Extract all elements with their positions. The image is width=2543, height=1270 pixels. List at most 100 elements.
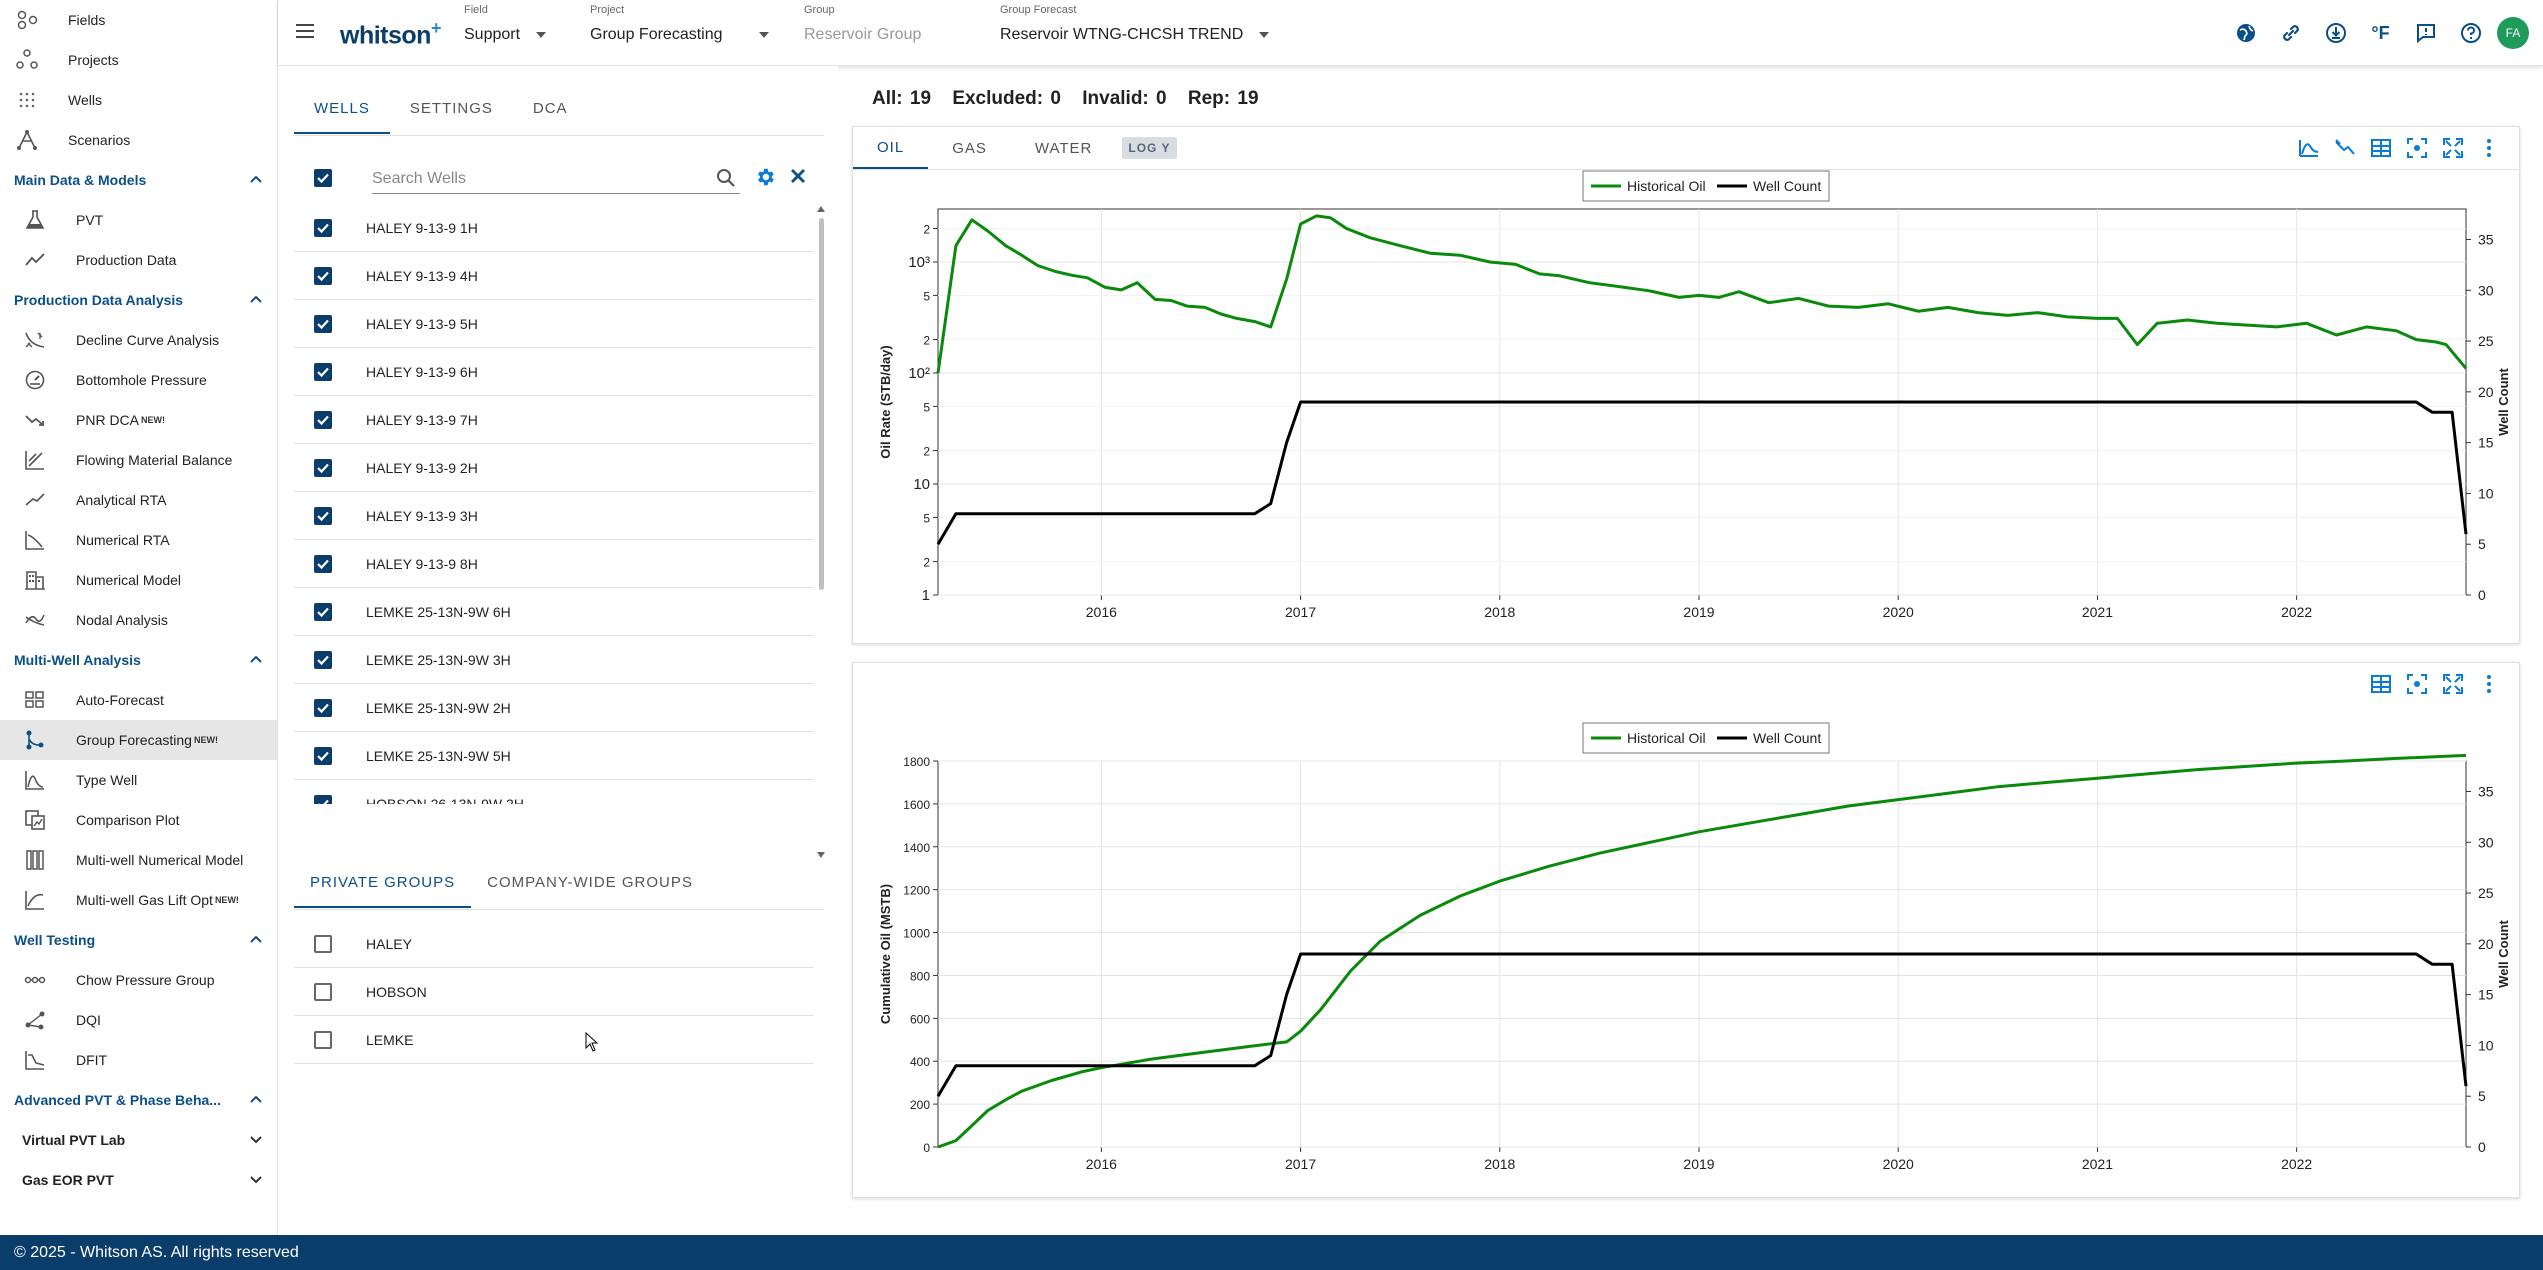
- sidebar-item-analytical-rta[interactable]: Analytical RTA: [0, 480, 277, 520]
- sidebar-item-numerical-rta[interactable]: Numerical RTA: [0, 520, 277, 560]
- well-checkbox[interactable]: [314, 602, 332, 621]
- sidebar-item-decline-curve-analysis[interactable]: Decline Curve Analysis: [0, 320, 277, 360]
- user-avatar[interactable]: FA: [2497, 17, 2529, 49]
- section-well-testing[interactable]: Well Testing: [0, 920, 277, 960]
- download-icon[interactable]: [2313, 17, 2358, 49]
- well-checkbox[interactable]: [314, 650, 332, 669]
- scrollbar-thumb[interactable]: [819, 218, 824, 590]
- sidebar-item-nodal-analysis[interactable]: Nodal Analysis: [0, 600, 277, 640]
- well-row[interactable]: HALEY 9-13-9 4H: [294, 252, 814, 300]
- section-virtual-pvt-lab[interactable]: Virtual PVT Lab: [0, 1120, 277, 1160]
- well-checkbox[interactable]: [314, 554, 332, 573]
- well-row[interactable]: LEMKE 25-13N-9W 5H: [294, 732, 814, 780]
- sidebar-item-comparison-plot[interactable]: Comparison Plot: [0, 800, 277, 840]
- search-icon[interactable]: [716, 168, 736, 188]
- well-checkbox[interactable]: [314, 698, 332, 717]
- select-all-checkbox[interactable]: [314, 169, 332, 187]
- sidebar-item-wells[interactable]: Wells: [0, 80, 277, 120]
- sidebar-item-pnr-dca[interactable]: PNR DCA NEW!: [0, 400, 277, 440]
- scrollbar[interactable]: [816, 202, 826, 862]
- group-checkbox[interactable]: [314, 982, 332, 1001]
- well-row[interactable]: HALEY 9-13-9 3H: [294, 492, 814, 540]
- close-icon[interactable]: [788, 166, 808, 186]
- group-row[interactable]: LEMKE: [294, 1016, 814, 1064]
- more-vert-icon[interactable]: [2471, 133, 2507, 163]
- sidebar-item-fields[interactable]: Fields: [0, 0, 277, 40]
- feedback-icon[interactable]: [2403, 17, 2448, 49]
- group-selector[interactable]: Group Reservoir Group: [804, 4, 921, 44]
- sidebar-item-multi-well-numerical-model[interactable]: Multi-well Numerical Model: [0, 840, 277, 880]
- section-main-data-models[interactable]: Main Data & Models: [0, 160, 277, 200]
- sidebar-item-bottomhole-pressure[interactable]: Bottomhole Pressure: [0, 360, 277, 400]
- well-checkbox[interactable]: [314, 314, 332, 333]
- tab-wells[interactable]: WELLS: [294, 92, 390, 134]
- focus-icon[interactable]: [2399, 133, 2435, 163]
- sidebar-item-chow-pressure-group[interactable]: Chow Pressure Group: [0, 960, 277, 1000]
- sidebar-item-dfit[interactable]: DFIT: [0, 1040, 277, 1080]
- well-row[interactable]: HALEY 9-13-9 1H: [294, 204, 814, 252]
- fullscreen-icon[interactable]: [2435, 133, 2471, 163]
- sidebar-item-production-data[interactable]: Production Data: [0, 240, 277, 280]
- sidebar-item-auto-forecast[interactable]: Auto-Forecast: [0, 680, 277, 720]
- group-forecast-selector[interactable]: Group Forecast Reservoir WTNG-CHCSH TREN…: [1000, 4, 1270, 44]
- sidebar-item-projects[interactable]: Projects: [0, 40, 277, 80]
- section-advanced-pvt-phase-beha[interactable]: Advanced PVT & Phase Beha...: [0, 1080, 277, 1120]
- sidebar-item-flowing-material-balance[interactable]: Flowing Material Balance: [0, 440, 277, 480]
- well-row[interactable]: LEMKE 25-13N-9W 2H: [294, 684, 814, 732]
- tab-dca[interactable]: DCA: [532, 100, 568, 117]
- section-production-data-analysis[interactable]: Production Data Analysis: [0, 280, 277, 320]
- well-row[interactable]: HALEY 9-13-9 2H: [294, 444, 814, 492]
- well-row[interactable]: HALEY 9-13-9 7H: [294, 396, 814, 444]
- link-icon[interactable]: [2268, 17, 2313, 49]
- tab-gas[interactable]: GAS: [952, 139, 987, 157]
- well-row[interactable]: HALEY 9-13-9 6H: [294, 348, 814, 396]
- brand-logo[interactable]: whitson+: [340, 18, 441, 50]
- temperature-unit-icon[interactable]: °F: [2358, 17, 2403, 49]
- well-checkbox[interactable]: [314, 794, 332, 804]
- tab-water[interactable]: WATER: [1034, 139, 1093, 157]
- well-checkbox[interactable]: [314, 410, 332, 429]
- help-icon[interactable]: [2448, 17, 2493, 49]
- field-selector[interactable]: Field Support: [464, 4, 547, 44]
- group-checkbox[interactable]: [314, 934, 332, 953]
- curve-fit-icon[interactable]: [2291, 133, 2327, 163]
- focus-icon[interactable]: [2399, 669, 2435, 699]
- well-row[interactable]: HALEY 9-13-9 5H: [294, 300, 814, 348]
- section-multi-well-analysis[interactable]: Multi-Well Analysis: [0, 640, 277, 680]
- globe-icon[interactable]: [2223, 17, 2268, 49]
- log-y-toggle[interactable]: LOG Y: [1122, 137, 1177, 159]
- sidebar-item-dqi[interactable]: DQI: [0, 1000, 277, 1040]
- sidebar-item-pvt[interactable]: PVT: [0, 200, 277, 240]
- gear-icon[interactable]: [754, 166, 776, 188]
- well-checkbox[interactable]: [314, 506, 332, 525]
- group-row[interactable]: HOBSON: [294, 968, 814, 1016]
- more-vert-icon[interactable]: [2471, 669, 2507, 699]
- sidebar-item-type-well[interactable]: Type Well: [0, 760, 277, 800]
- sidebar-item-scenarios[interactable]: Scenarios: [0, 120, 277, 160]
- tab-oil[interactable]: OIL: [853, 127, 929, 169]
- well-checkbox[interactable]: [314, 362, 332, 381]
- sidebar-item-numerical-model[interactable]: Numerical Model: [0, 560, 277, 600]
- group-row[interactable]: HALEY: [294, 920, 814, 968]
- well-checkbox[interactable]: [314, 746, 332, 765]
- well-row[interactable]: LEMKE 25-13N-9W 6H: [294, 588, 814, 636]
- fullscreen-icon[interactable]: [2435, 669, 2471, 699]
- well-checkbox[interactable]: [314, 458, 332, 477]
- hamburger-menu-icon[interactable]: [296, 22, 318, 40]
- well-checkbox[interactable]: [314, 266, 332, 285]
- well-row[interactable]: LEMKE 25-13N-9W 3H: [294, 636, 814, 684]
- table-icon[interactable]: [2363, 133, 2399, 163]
- project-selector[interactable]: Project Group Forecasting: [590, 4, 769, 44]
- tab-private-groups[interactable]: PRIVATE GROUPS: [294, 866, 472, 908]
- well-row[interactable]: HOBSON 26-13N-9W 2H: [294, 780, 814, 804]
- trend-icon[interactable]: [2327, 133, 2363, 163]
- group-checkbox[interactable]: [314, 1030, 332, 1049]
- search-wells-input[interactable]: [372, 164, 740, 194]
- sidebar-item-group-forecasting[interactable]: Group Forecasting NEW!: [0, 720, 277, 760]
- well-checkbox[interactable]: [314, 218, 332, 237]
- tab-settings[interactable]: SETTINGS: [409, 100, 493, 117]
- table-icon[interactable]: [2363, 669, 2399, 699]
- sidebar-item-multi-well-gas-lift-opt[interactable]: Multi-well Gas Lift Opt NEW!: [0, 880, 277, 920]
- well-row[interactable]: HALEY 9-13-9 8H: [294, 540, 814, 588]
- tab-company-wide-groups[interactable]: COMPANY-WIDE GROUPS: [487, 874, 693, 891]
